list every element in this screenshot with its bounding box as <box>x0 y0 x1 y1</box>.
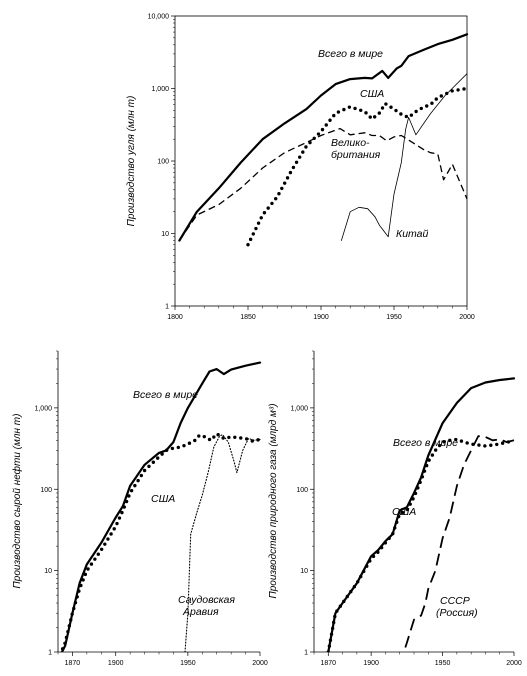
oil-label-saudi-1: Саудовская <box>178 594 235 606</box>
gas-ytick-label: 1 <box>304 650 308 657</box>
coal-ytick-label: 1 <box>165 304 169 311</box>
gas-xtick-label: 1870 <box>320 660 336 667</box>
coal-ytick-label: 1,000 <box>151 86 169 93</box>
gas-series-2 <box>402 435 515 652</box>
oil-y-axis-label: Производство сырой нефти (млн т) <box>11 414 23 589</box>
gas-ticks: 1 10 100 1,000 1870 1900 1950 2000 <box>290 350 522 667</box>
gas-series <box>326 377 516 652</box>
oil-series-2 <box>184 434 261 652</box>
oil-series-1 <box>59 432 262 652</box>
gas-label-usa: США <box>392 506 416 518</box>
coal-series <box>178 33 469 247</box>
coal-ticks: 1 10 100 1,000 10,000 1800 1850 1900 1950 2000 <box>148 14 475 322</box>
gas-ytick-label: 100 <box>296 487 308 494</box>
coal-xtick-label: 2000 <box>459 314 475 321</box>
coal-xtick-label: 1850 <box>240 314 256 321</box>
oil-label-saudi-2: Аравия <box>182 606 219 618</box>
gas-label-ussr-1: СССР <box>440 595 470 607</box>
coal-label-world: Всего в мире <box>318 48 383 60</box>
gas-label-world: Всего в мире <box>393 437 458 449</box>
coal-chart: Производство угля (млн т) 1 10 100 1,000 10,… <box>126 14 475 322</box>
oil-label-usa: США <box>151 493 175 505</box>
coal-y-axis-label: Производство угля (млн т) <box>126 96 137 227</box>
coal-series-0 <box>178 33 469 242</box>
oil-xtick-label: 1870 <box>65 660 81 667</box>
coal-label-china: Китай <box>396 228 428 240</box>
oil-label-world: Всего в мире <box>133 389 198 401</box>
oil-ticks: 1 10 100 1,000 1870 1900 1950 2000 <box>34 350 268 667</box>
gas-ytick-label: 10 <box>300 568 308 575</box>
coal-label-usa: США <box>360 88 384 100</box>
coal-label-uk-2: британия <box>331 149 381 161</box>
oil-ytick-label: 1,000 <box>34 405 52 412</box>
gas-xtick-label: 2000 <box>506 660 522 667</box>
coal-series-3 <box>341 73 468 241</box>
coal-series-2 <box>178 127 468 241</box>
gas-xtick-label: 1950 <box>435 660 451 667</box>
gas-series-1 <box>326 437 516 652</box>
gas-series-0 <box>327 377 516 652</box>
coal-ytick-label: 10 <box>161 231 169 238</box>
coal-ytick-label: 10,000 <box>148 14 170 21</box>
gas-y-axis-label: Производство природного газа (млрд м³) <box>268 403 279 598</box>
coal-series-1 <box>246 86 469 247</box>
oil-chart: Производство сырой нефти (млн т) 1101001… <box>11 350 268 667</box>
oil-xtick-label: 1900 <box>108 660 124 667</box>
oil-series <box>59 361 262 652</box>
coal-xtick-label: 1800 <box>167 314 183 321</box>
coal-ytick-label: 100 <box>157 159 169 166</box>
oil-ytick-label: 10 <box>44 568 52 575</box>
coal-xtick-label: 1950 <box>386 314 402 321</box>
oil-xtick-label: 2000 <box>252 660 268 667</box>
gas-chart: Производство природного газа (млрд м³) 1… <box>268 350 522 667</box>
gas-ytick-label: 1,000 <box>290 405 308 412</box>
coal-label-uk-1: Велико- <box>331 137 370 149</box>
gas-label-ussr-2: (Россия) <box>436 607 478 619</box>
gas-xtick-label: 1900 <box>363 660 379 667</box>
coal-xtick-label: 1900 <box>313 314 329 321</box>
oil-ytick-label: 1 <box>48 650 52 657</box>
oil-series-0 <box>60 361 262 652</box>
oil-ytick-label: 100 <box>40 487 52 494</box>
oil-xtick-label: 1950 <box>180 660 196 667</box>
